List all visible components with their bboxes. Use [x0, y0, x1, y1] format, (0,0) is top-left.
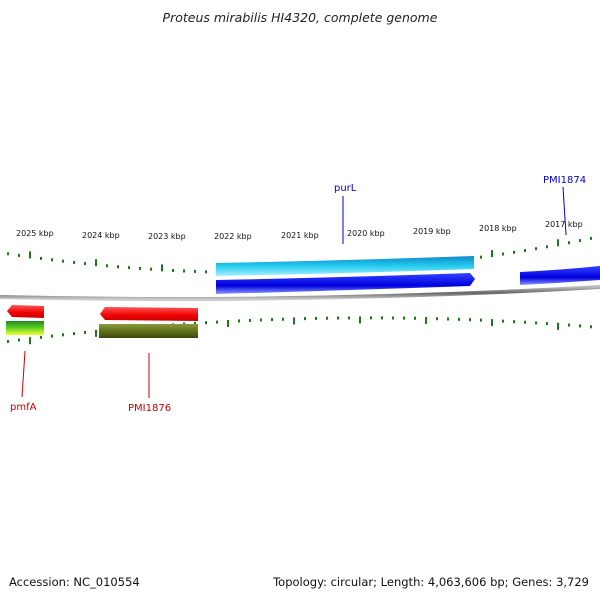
PMI1874-cds-arrow[interactable]	[520, 266, 600, 285]
pmfA-gene-feature[interactable]	[6, 321, 44, 335]
map-title: Proteus mirabilis HI4320, complete genom…	[162, 10, 438, 25]
ruler-labels: 2025 kbp 2024 kbp 2023 kbp 2022 kbp 2021…	[16, 220, 583, 241]
ruler-label: 2018 kbp	[479, 224, 517, 233]
PMI1876-gene-feature[interactable]	[99, 324, 198, 338]
ruler-label: 2022 kbp	[214, 232, 252, 241]
pmfA-leader	[21, 350, 26, 398]
ruler-label: 2024 kbp	[82, 231, 120, 240]
gene-label-PMI1876[interactable]: PMI1876	[128, 403, 171, 414]
pmfA-cds-arrow[interactable]	[7, 305, 44, 318]
gene-label-purL[interactable]: purL	[334, 183, 357, 194]
genome-backbone	[0, 285, 600, 302]
ruler-label: 2020 kbp	[347, 229, 385, 238]
gene-label-pmfA[interactable]: pmfA	[10, 402, 37, 413]
ruler-label: 2021 kbp	[281, 231, 319, 240]
ruler-label: 2019 kbp	[413, 227, 451, 236]
ruler-ticks-lower	[7, 316, 592, 345]
ruler-label: 2025 kbp	[16, 229, 54, 238]
ruler-label: 2017 kbp	[545, 220, 583, 229]
genome-summary-text: Topology: circular; Length: 4,063,606 bp…	[273, 575, 589, 589]
purL-cds-arrow[interactable]	[216, 273, 475, 294]
PMI1876-cds-arrow[interactable]	[100, 307, 198, 321]
accession-text: Accession: NC_010554	[9, 575, 140, 589]
gene-label-PMI1874[interactable]: PMI1874	[543, 175, 586, 186]
purL-gene-feature[interactable]	[216, 256, 474, 276]
ruler-label: 2023 kbp	[148, 232, 186, 241]
PMI1874-leader	[562, 186, 567, 236]
